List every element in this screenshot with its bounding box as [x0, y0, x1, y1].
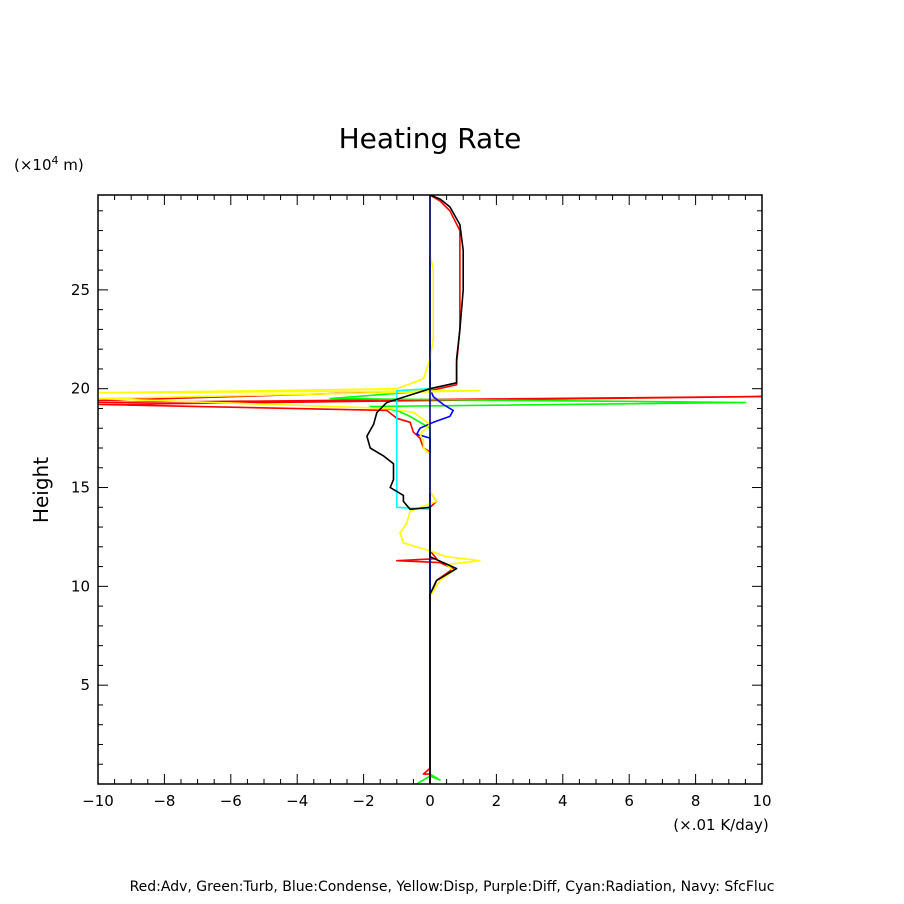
x-tick-label: 8: [691, 792, 701, 810]
y-unit-prefix: (×10: [14, 156, 52, 174]
x-tick-label: −10: [82, 792, 114, 810]
condense-line: [415, 195, 454, 784]
x-unit-label: (×.01 K/day): [673, 816, 768, 834]
unlabeled-line: [366, 195, 464, 784]
x-tick-label: −6: [220, 792, 242, 810]
x-tick-label: 4: [558, 792, 568, 810]
y-tick-label: 25: [71, 281, 90, 299]
axis-ticks: [97, 195, 763, 784]
y-unit-exponent: 4: [52, 154, 59, 167]
x-tick-label: −8: [153, 792, 175, 810]
y-axis-label: Height: [29, 457, 53, 523]
x-tick-label: 0: [425, 792, 435, 810]
y-unit-label: (×104 m): [14, 154, 84, 174]
y-tick-label: 20: [71, 380, 90, 398]
x-tick-label: 10: [752, 792, 771, 810]
y-tick-label: 10: [71, 577, 90, 595]
y-tick-label: 15: [71, 479, 90, 497]
x-tick-label: 6: [624, 792, 634, 810]
disp-line: [98, 195, 481, 784]
x-tick-labels: −10 −8 −6 −4 −2 0 2 4 6 8 10: [82, 792, 771, 810]
x-tick-label: −2: [353, 792, 375, 810]
turb-line: [329, 195, 747, 784]
y-tick-label: 5: [80, 676, 90, 694]
chart-title: Heating Rate: [339, 122, 522, 155]
x-tick-label: −4: [286, 792, 308, 810]
legend-caption: Red:Adv, Green:Turb, Blue:Condense, Yell…: [130, 879, 775, 895]
plot-frame: [97, 194, 763, 785]
x-tick-label: 2: [492, 792, 502, 810]
data-series: [98, 195, 762, 784]
y-unit-suffix: m): [59, 156, 84, 174]
y-tick-labels: 5 10 15 20 25: [71, 281, 90, 694]
